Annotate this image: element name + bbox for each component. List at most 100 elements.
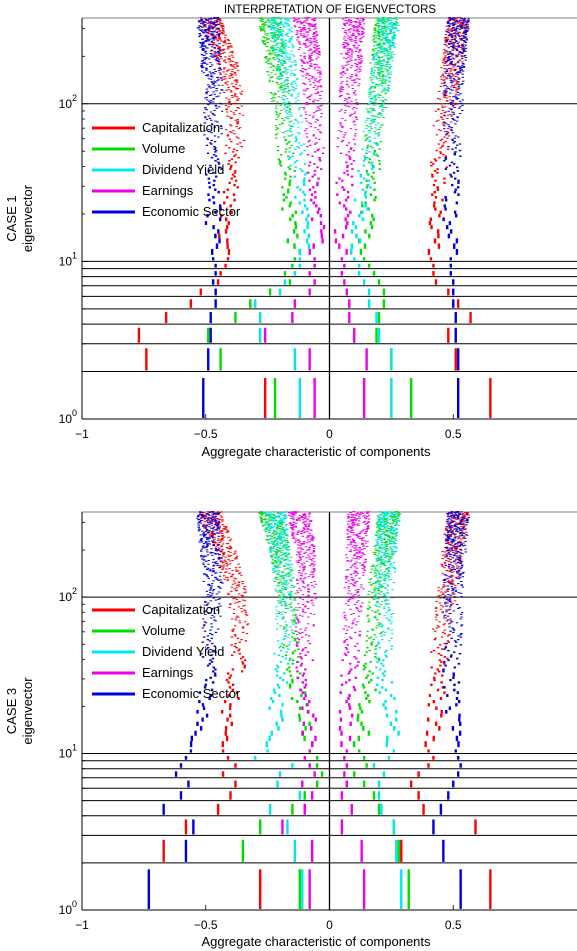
data-point [447, 128, 450, 130]
data-point [271, 25, 274, 27]
data-point [434, 637, 437, 639]
data-point [264, 531, 268, 533]
data-point [284, 589, 287, 591]
data-point [267, 20, 271, 22]
data-point [461, 37, 464, 39]
data-point [440, 113, 443, 115]
data-point [271, 57, 275, 59]
data-point [351, 183, 354, 187]
data-point [212, 36, 215, 38]
data-point [345, 22, 349, 24]
data-point [281, 50, 284, 52]
data-point [361, 17, 364, 19]
data-point [230, 654, 234, 657]
data-point [198, 36, 201, 38]
data-point [440, 648, 444, 650]
data-point [202, 57, 206, 59]
data-point [271, 100, 274, 102]
data-point [213, 56, 216, 58]
data-point [299, 115, 303, 117]
data-point [379, 62, 382, 64]
data-point [237, 649, 240, 652]
data-point [449, 544, 453, 546]
data-point [452, 77, 455, 79]
data-point [275, 552, 278, 554]
data-point [452, 24, 455, 26]
data-point [199, 288, 202, 296]
data-point [344, 132, 347, 134]
data-point [237, 573, 241, 575]
data-point [286, 541, 290, 543]
data-point [359, 17, 363, 19]
data-point [270, 37, 274, 39]
data-point [208, 85, 211, 87]
data-point [203, 116, 207, 118]
data-point [376, 555, 379, 557]
data-point [444, 61, 448, 63]
data-point [277, 158, 281, 160]
data-point [456, 89, 459, 91]
data-point [202, 21, 205, 23]
data-point [448, 534, 451, 536]
legend-label: Economic Sector [142, 204, 241, 219]
data-point [446, 21, 450, 23]
data-point [451, 111, 454, 113]
data-point [221, 536, 225, 538]
data-point [209, 66, 212, 68]
data-point [306, 104, 309, 106]
data-point [293, 299, 297, 308]
data-point [456, 88, 460, 90]
data-point [215, 44, 218, 46]
data-point [374, 596, 377, 598]
data-point [278, 527, 281, 529]
data-point [266, 539, 269, 541]
data-point [280, 74, 283, 76]
data-point [350, 243, 354, 249]
data-point [315, 58, 318, 60]
data-point [342, 46, 346, 48]
data-point [284, 88, 287, 90]
data-point [287, 546, 290, 548]
data-point [355, 64, 359, 66]
data-point [351, 33, 355, 35]
data-point [278, 28, 282, 30]
data-point [375, 535, 378, 537]
data-point [463, 511, 467, 513]
data-point [395, 21, 398, 23]
data-point [207, 86, 211, 88]
data-point [279, 71, 283, 73]
data-point [440, 82, 444, 84]
data-point [243, 666, 246, 669]
data-point [439, 76, 443, 78]
data-point [384, 61, 387, 63]
data-point [374, 612, 377, 614]
data-point [457, 538, 460, 540]
data-point [377, 46, 381, 48]
data-point [366, 138, 369, 140]
data-point [270, 22, 274, 24]
data-point [304, 44, 308, 46]
data-point [450, 513, 453, 515]
data-point [292, 86, 295, 88]
data-point [379, 69, 383, 71]
data-point [451, 54, 454, 56]
data-point [284, 83, 287, 85]
data-point [200, 44, 204, 46]
data-point [347, 106, 351, 108]
data-point [385, 36, 388, 38]
data-point [281, 186, 284, 189]
data-point [388, 44, 391, 46]
data-point [378, 528, 381, 530]
data-point [347, 43, 350, 45]
data-point [207, 131, 211, 133]
data-point [348, 299, 351, 308]
data-point [282, 626, 286, 628]
data-point [241, 90, 244, 92]
data-point [386, 70, 389, 72]
data-point [376, 78, 379, 80]
data-point [296, 145, 299, 148]
data-point [241, 662, 245, 665]
data-point [378, 59, 381, 61]
data-point [228, 568, 231, 570]
data-point [377, 23, 380, 25]
